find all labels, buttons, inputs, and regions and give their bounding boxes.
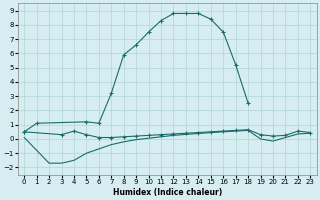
X-axis label: Humidex (Indice chaleur): Humidex (Indice chaleur)	[113, 188, 222, 197]
